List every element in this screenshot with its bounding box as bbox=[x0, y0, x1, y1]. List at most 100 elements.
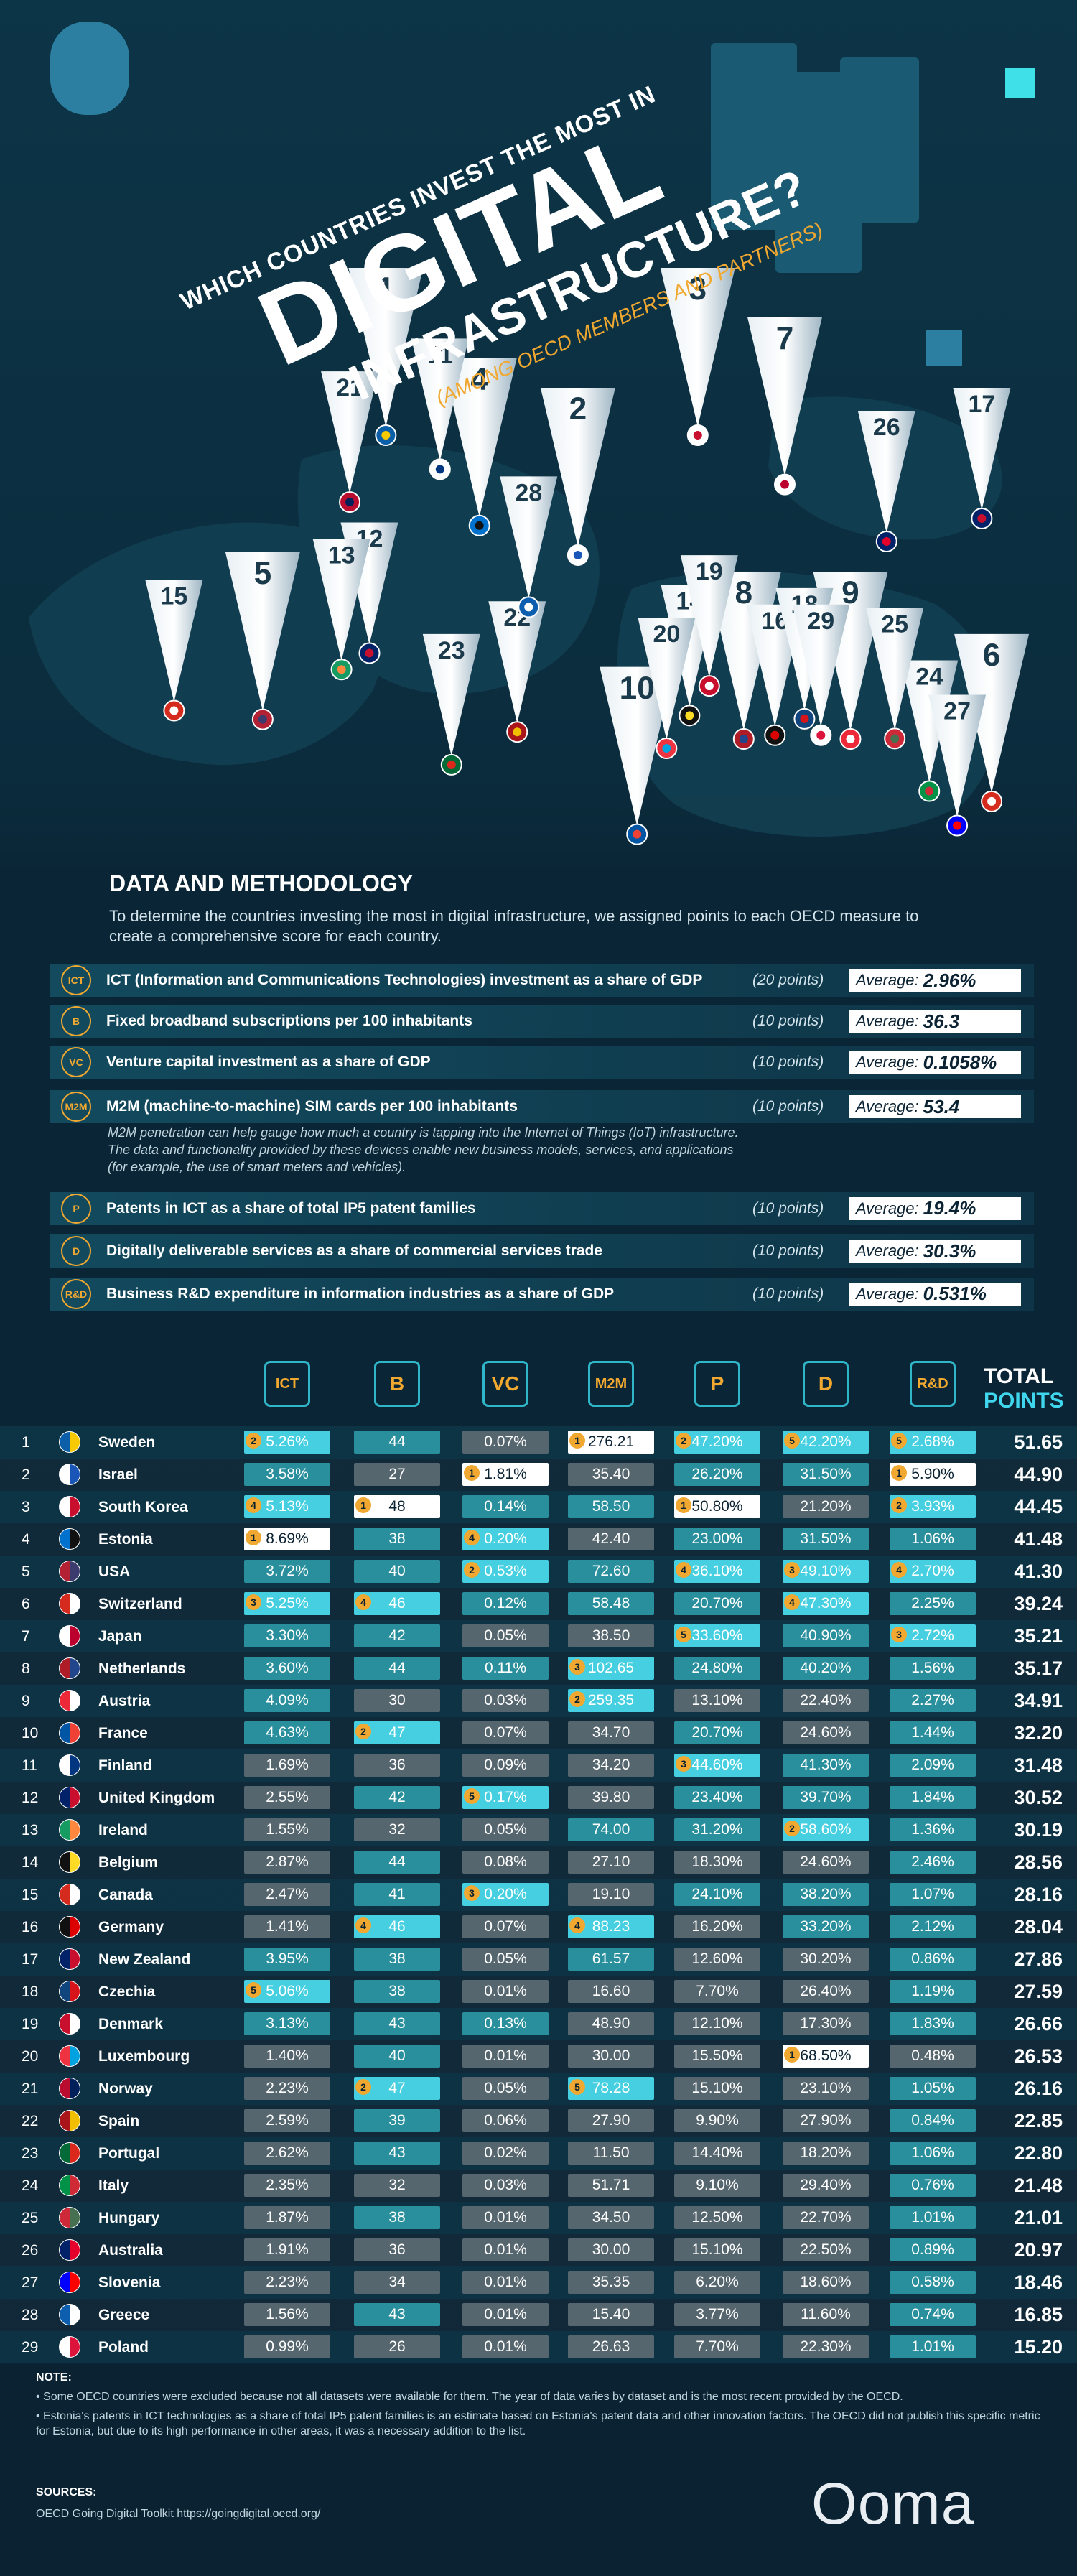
pin-label: 20 bbox=[653, 620, 680, 648]
pin bbox=[792, 604, 850, 727]
country: Italy bbox=[98, 2177, 129, 2194]
cell: 18.60% bbox=[783, 2271, 869, 2294]
cell: 23.10% bbox=[783, 2077, 869, 2100]
country: USA bbox=[98, 1563, 131, 1580]
total-points: 26.66 bbox=[1014, 2013, 1063, 2035]
cell: 1.06% bbox=[890, 2142, 976, 2165]
pin-flag-center bbox=[770, 730, 780, 740]
table-row: 6 Switzerland 5.25% 3 46 4 0.12% 58.48 20.70% 47.… bbox=[0, 1588, 1077, 1620]
cell: 41 bbox=[354, 1883, 440, 1906]
measure-average: Average: 0.1058% bbox=[849, 1051, 1021, 1074]
pin-label: 19 bbox=[696, 558, 723, 585]
cell: 34.20 bbox=[568, 1754, 654, 1777]
pin-label: 25 bbox=[881, 610, 908, 638]
measure-text: Fixed broadband subscriptions per 100 in… bbox=[106, 1013, 472, 1030]
total-points: 27.59 bbox=[1014, 1981, 1063, 2002]
country: Switzerland bbox=[98, 1596, 182, 1612]
rank-badge: 4 bbox=[569, 1917, 585, 1933]
measure-text: Digitally deliverable services as a shar… bbox=[106, 1242, 603, 1260]
rank-badge: 2 bbox=[676, 1433, 691, 1449]
flag bbox=[59, 2272, 80, 2293]
cell: 0.53% 2 bbox=[462, 1560, 549, 1583]
cell: 36 bbox=[354, 2238, 440, 2261]
cell: 33.20% bbox=[783, 1915, 869, 1938]
flag bbox=[59, 1754, 80, 1776]
brand-logo: Ooma bbox=[811, 2471, 975, 2537]
cell: 24.80% bbox=[674, 1657, 760, 1680]
cell: 0.99% bbox=[244, 2335, 330, 2358]
average-value: 53.4 bbox=[923, 1095, 960, 1117]
flag bbox=[59, 1981, 80, 2002]
table-row: 24 Italy 2.35% 32 0.03% 51.71 9.10% 29.40% 0.76%… bbox=[0, 2170, 1077, 2202]
cell: 2.23% bbox=[244, 2077, 330, 2100]
column-icon: D bbox=[803, 1361, 849, 1407]
total-points: 28.56 bbox=[1014, 1851, 1063, 1873]
cell: 2.12% bbox=[890, 1915, 976, 1938]
table-row: 11 Finland 1.69% 36 0.09% 34.20 44.60% 3 41.30% 2… bbox=[0, 1749, 1077, 1782]
header: WHICH COUNTRIES INVEST THE MOST IN DIGIT… bbox=[0, 0, 826, 411]
total-points: 22.80 bbox=[1014, 2142, 1063, 2164]
column-icon: M2M bbox=[588, 1361, 634, 1407]
pin bbox=[953, 387, 1011, 510]
cell: 46 4 bbox=[354, 1592, 440, 1615]
pin bbox=[321, 371, 379, 494]
pin-label: 4 bbox=[470, 362, 488, 397]
total-points: 51.65 bbox=[1014, 1431, 1063, 1453]
cell: 9.10% bbox=[674, 2174, 760, 2197]
pin-flag-center bbox=[169, 706, 179, 715]
cell: 1.56% bbox=[244, 2303, 330, 2326]
flag bbox=[59, 1528, 80, 1550]
methodology-title: DATA AND METHODOLOGY bbox=[109, 870, 414, 896]
average-label: Average: bbox=[856, 1242, 919, 1260]
pin-label: 11 bbox=[427, 341, 453, 368]
country: Japan bbox=[98, 1628, 142, 1645]
total-points: 35.21 bbox=[1014, 1625, 1063, 1647]
table-row: 14 Belgium 2.87% 44 0.08% 27.10 18.30% 24.60% 2.… bbox=[0, 1846, 1077, 1879]
measure-icon: D bbox=[61, 1236, 91, 1267]
cell: 44 bbox=[354, 1657, 440, 1680]
rank-badge: 3 bbox=[676, 1756, 691, 1772]
flag bbox=[59, 2110, 80, 2131]
cell: 24.10% bbox=[674, 1883, 760, 1906]
cell: 12.10% bbox=[674, 2012, 760, 2035]
pin bbox=[348, 268, 424, 427]
measure-points: (10 points) bbox=[752, 1054, 824, 1071]
cell: 15.50% bbox=[674, 2045, 760, 2068]
cell: 27.90 bbox=[568, 2109, 654, 2132]
cell: 1.87% bbox=[244, 2206, 330, 2229]
total-points: 34.91 bbox=[1014, 1690, 1063, 1711]
rank: 19 bbox=[22, 2016, 39, 2032]
pin-flag-center bbox=[573, 550, 582, 559]
cell: 5.25% 3 bbox=[244, 1592, 330, 1615]
rank-badge: 5 bbox=[891, 1433, 907, 1449]
cell: 27 bbox=[354, 1463, 440, 1486]
total-header: TOTAL bbox=[984, 1364, 1054, 1388]
cell: 2.09% bbox=[890, 1754, 976, 1777]
cell: 2.46% bbox=[890, 1851, 976, 1874]
pin-flag-center bbox=[447, 760, 456, 769]
cell: 3.93% 2 bbox=[890, 1495, 976, 1518]
table-row: 2 Israel 3.58% 27 1.81% 1 35.40 26.20% 31.50% 5.9… bbox=[0, 1459, 1077, 1491]
cell: 51.71 bbox=[568, 2174, 654, 2197]
cell: 50.80% 1 bbox=[674, 1495, 760, 1518]
rank-badge: 3 bbox=[784, 1562, 800, 1578]
table-row: 28 Greece 1.56% 43 0.01% 15.40 3.77% 11.60% 0.74… bbox=[0, 2299, 1077, 2331]
cell: 47 2 bbox=[354, 2077, 440, 2100]
cell: 68.50% 1 bbox=[783, 2045, 869, 2068]
cell: 24.60% bbox=[783, 1721, 869, 1744]
pin-label: 29 bbox=[807, 608, 834, 635]
cell: 15.10% bbox=[674, 2238, 760, 2261]
rank: 18 bbox=[22, 1984, 39, 2000]
average-label: Average: bbox=[856, 1097, 919, 1116]
country: Poland bbox=[98, 2339, 149, 2356]
cell: 0.09% bbox=[462, 1754, 549, 1777]
pin-flag-center bbox=[633, 829, 642, 839]
cell: 0.58% bbox=[890, 2271, 976, 2294]
rank: 24 bbox=[22, 2177, 39, 2194]
cell: 26.63 bbox=[568, 2335, 654, 2358]
cell: 36 bbox=[354, 1754, 440, 1777]
cell: 6.20% bbox=[674, 2271, 760, 2294]
pin-flag-center bbox=[693, 431, 702, 440]
cell: 1.07% bbox=[890, 1883, 976, 1906]
flag bbox=[59, 1657, 80, 1679]
